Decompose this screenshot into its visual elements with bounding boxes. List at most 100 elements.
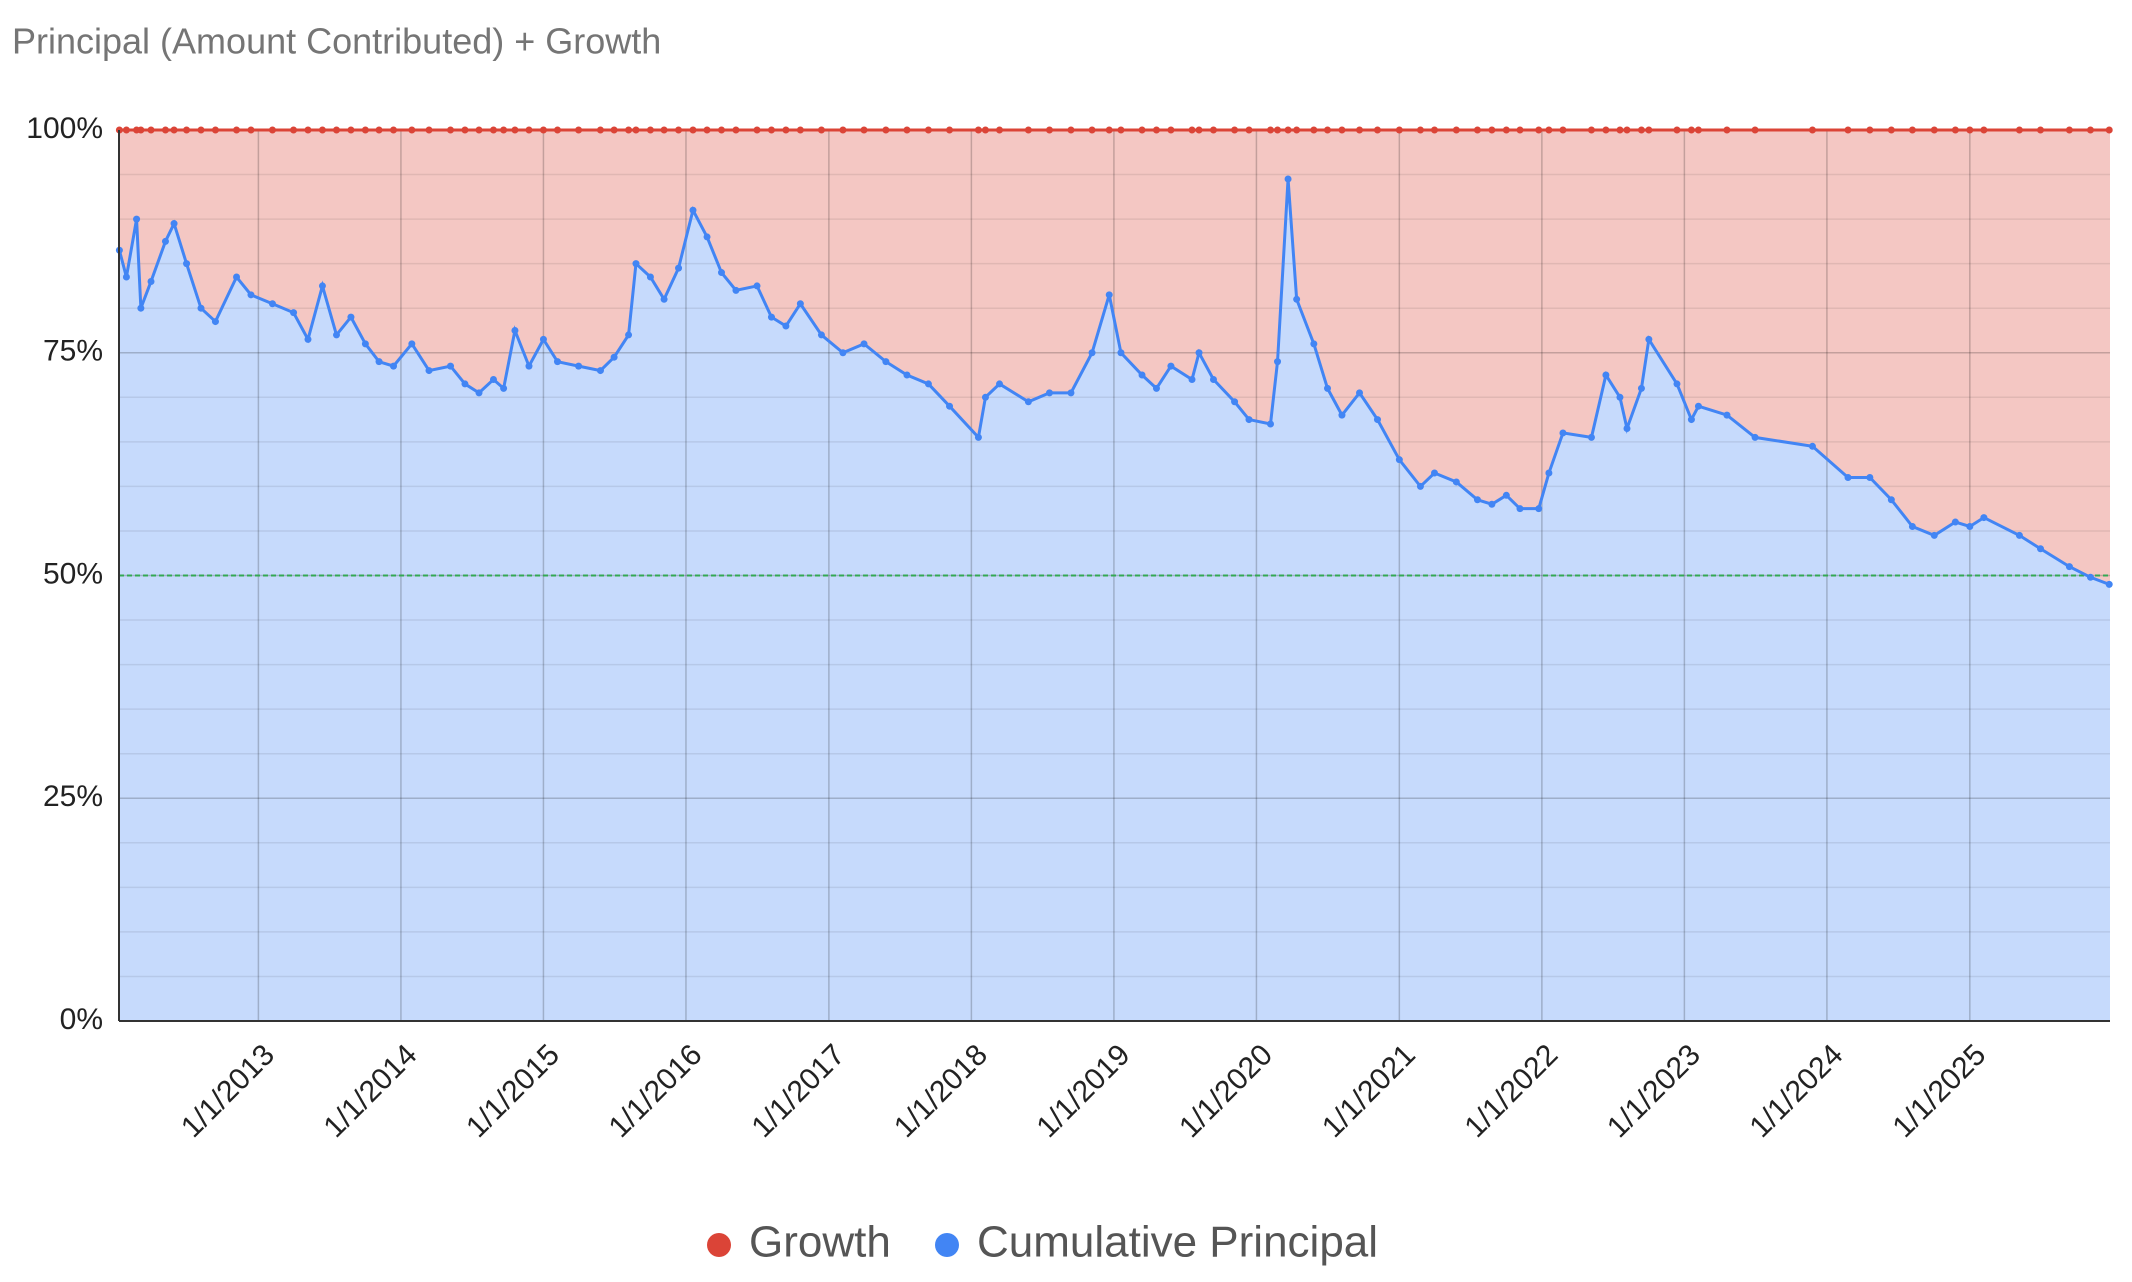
point (625, 331, 633, 339)
y-tick-label: 50% (43, 557, 103, 590)
point (1673, 126, 1681, 134)
point (361, 340, 369, 348)
x-tick-label: 1/1/2021 (1316, 1038, 1422, 1144)
area (119, 130, 2110, 585)
point (1908, 522, 1916, 530)
point (1502, 126, 1510, 134)
point (703, 233, 711, 241)
point (332, 331, 340, 339)
point (1623, 424, 1631, 432)
point (767, 126, 775, 134)
point (525, 126, 533, 134)
point (596, 367, 604, 375)
point (1310, 126, 1318, 134)
point (1067, 389, 1075, 397)
point (903, 371, 911, 379)
point (408, 340, 416, 348)
point (610, 353, 618, 361)
point (675, 264, 683, 272)
point (1067, 126, 1075, 134)
point (1623, 126, 1631, 134)
point (1024, 126, 1032, 134)
point (1356, 126, 1364, 134)
point (1452, 478, 1460, 486)
point (767, 313, 775, 321)
point (882, 126, 890, 134)
point (2015, 126, 2023, 134)
point (1430, 126, 1438, 134)
point (1687, 126, 1695, 134)
point (1473, 496, 1481, 504)
point (1645, 126, 1653, 134)
point (1545, 126, 1553, 134)
point (170, 220, 178, 228)
point (1545, 469, 1553, 477)
x-tick-label: 1/1/2019 (1031, 1038, 1137, 1144)
point (290, 126, 298, 134)
point (946, 126, 954, 134)
point (1045, 126, 1053, 134)
point (1117, 126, 1125, 134)
point (974, 433, 982, 441)
point (147, 126, 155, 134)
point (304, 335, 312, 343)
point (447, 126, 455, 134)
point (1324, 384, 1332, 392)
point (817, 126, 825, 134)
point (796, 300, 804, 308)
x-tick-label: 1/1/2025 (1886, 1038, 1992, 1144)
point (539, 126, 547, 134)
point (1887, 496, 1895, 504)
point (1587, 433, 1595, 441)
point (475, 126, 483, 134)
point (347, 126, 355, 134)
point (147, 277, 155, 285)
point (1694, 402, 1702, 410)
y-tick-label: 100% (26, 112, 103, 145)
x-tick-label: 1/1/2016 (603, 1038, 709, 1144)
point (753, 282, 761, 290)
point (197, 304, 205, 312)
point (839, 349, 847, 357)
point (575, 126, 583, 134)
point (1088, 126, 1096, 134)
point (1559, 429, 1567, 437)
point (1645, 335, 1653, 343)
point (475, 389, 483, 397)
point (689, 206, 697, 214)
point (1231, 398, 1239, 406)
point (461, 380, 469, 388)
point (1195, 349, 1203, 357)
point (183, 260, 191, 268)
point (717, 126, 725, 134)
point (1430, 469, 1438, 477)
point (2065, 126, 2073, 134)
point (1587, 126, 1595, 134)
point (211, 318, 219, 326)
point (2086, 573, 2094, 581)
point (1930, 531, 1938, 539)
point (361, 126, 369, 134)
point (1373, 126, 1381, 134)
point (2065, 563, 2073, 571)
point (1452, 126, 1460, 134)
x-tick-label: 1/1/2017 (746, 1038, 852, 1144)
point (1152, 126, 1160, 134)
point (1356, 389, 1364, 397)
point (1310, 340, 1318, 348)
point (1373, 416, 1381, 424)
point (1105, 126, 1113, 134)
point (233, 273, 241, 281)
point (660, 126, 668, 134)
point (1502, 491, 1510, 499)
point (1293, 126, 1301, 134)
point (675, 126, 683, 134)
point (646, 126, 654, 134)
point (1866, 126, 1874, 134)
point (1274, 358, 1282, 366)
point (122, 273, 130, 281)
area (119, 179, 2110, 1021)
point (389, 126, 397, 134)
point (1980, 126, 1988, 134)
point (660, 295, 668, 303)
